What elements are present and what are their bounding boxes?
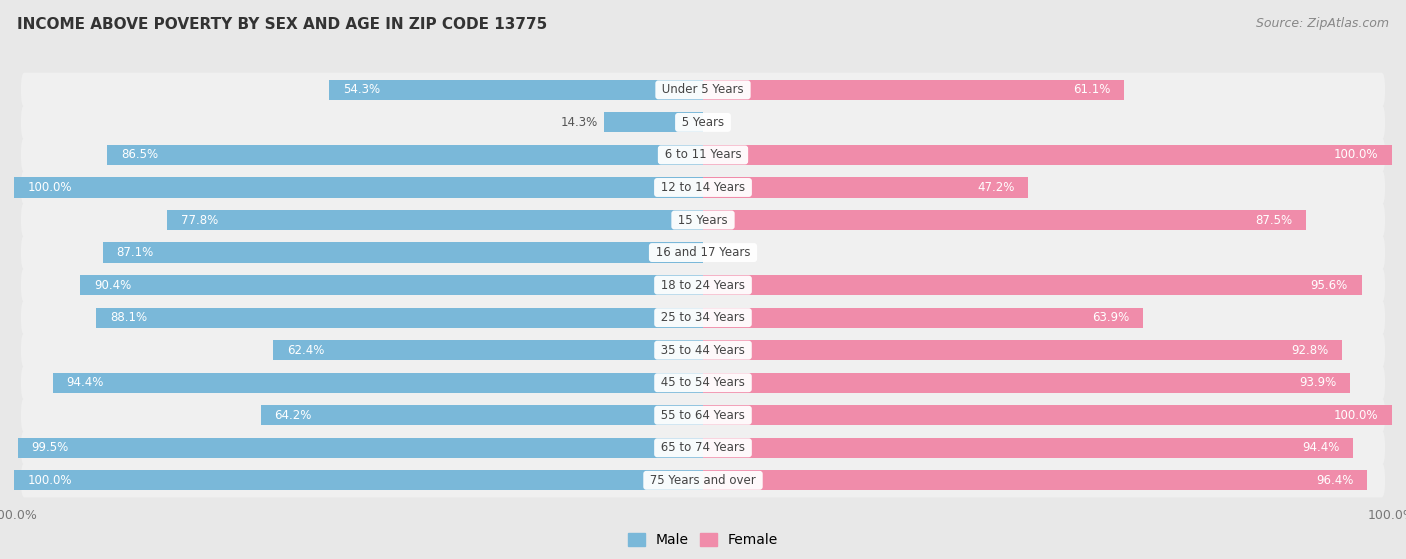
- Text: 14.3%: 14.3%: [561, 116, 598, 129]
- Text: 94.4%: 94.4%: [1302, 441, 1340, 454]
- Bar: [96, 307, 703, 328]
- Text: 86.5%: 86.5%: [121, 149, 157, 162]
- Bar: [17, 438, 703, 458]
- Text: 95.6%: 95.6%: [1310, 278, 1348, 292]
- FancyBboxPatch shape: [21, 366, 1385, 400]
- Bar: [703, 470, 1367, 490]
- Bar: [80, 275, 703, 295]
- Bar: [14, 177, 703, 197]
- Text: 18 to 24 Years: 18 to 24 Years: [657, 278, 749, 292]
- Bar: [605, 112, 703, 132]
- Text: INCOME ABOVE POVERTY BY SEX AND AGE IN ZIP CODE 13775: INCOME ABOVE POVERTY BY SEX AND AGE IN Z…: [17, 17, 547, 32]
- Text: 87.5%: 87.5%: [1256, 214, 1292, 226]
- Text: Source: ZipAtlas.com: Source: ZipAtlas.com: [1256, 17, 1389, 30]
- Bar: [703, 405, 1392, 425]
- Bar: [703, 340, 1343, 360]
- Text: 62.4%: 62.4%: [287, 344, 325, 357]
- Text: 100.0%: 100.0%: [28, 474, 72, 487]
- FancyBboxPatch shape: [21, 463, 1385, 498]
- Bar: [52, 373, 703, 393]
- Bar: [703, 275, 1361, 295]
- Text: 47.2%: 47.2%: [977, 181, 1014, 194]
- Bar: [260, 405, 703, 425]
- Bar: [273, 340, 703, 360]
- Text: 54.3%: 54.3%: [343, 83, 380, 96]
- Bar: [703, 210, 1306, 230]
- FancyBboxPatch shape: [21, 268, 1385, 302]
- Legend: Male, Female: Male, Female: [623, 528, 783, 553]
- Text: 45 to 54 Years: 45 to 54 Years: [657, 376, 749, 389]
- FancyBboxPatch shape: [21, 301, 1385, 335]
- Text: 100.0%: 100.0%: [28, 181, 72, 194]
- FancyBboxPatch shape: [21, 73, 1385, 107]
- Bar: [167, 210, 703, 230]
- Text: 87.1%: 87.1%: [117, 246, 155, 259]
- Text: 65 to 74 Years: 65 to 74 Years: [657, 441, 749, 454]
- Bar: [14, 470, 703, 490]
- Text: 35 to 44 Years: 35 to 44 Years: [657, 344, 749, 357]
- Bar: [103, 243, 703, 263]
- Text: 77.8%: 77.8%: [181, 214, 218, 226]
- Text: 94.4%: 94.4%: [66, 376, 104, 389]
- Text: 90.4%: 90.4%: [94, 278, 131, 292]
- FancyBboxPatch shape: [21, 105, 1385, 140]
- Bar: [703, 373, 1350, 393]
- FancyBboxPatch shape: [21, 235, 1385, 269]
- Bar: [703, 177, 1028, 197]
- FancyBboxPatch shape: [21, 333, 1385, 367]
- Text: 15 Years: 15 Years: [675, 214, 731, 226]
- Text: 5 Years: 5 Years: [678, 116, 728, 129]
- Bar: [703, 80, 1123, 100]
- Text: 12 to 14 Years: 12 to 14 Years: [657, 181, 749, 194]
- FancyBboxPatch shape: [21, 203, 1385, 237]
- Text: 93.9%: 93.9%: [1299, 376, 1336, 389]
- Text: 25 to 34 Years: 25 to 34 Years: [657, 311, 749, 324]
- Bar: [329, 80, 703, 100]
- Text: 61.1%: 61.1%: [1073, 83, 1111, 96]
- FancyBboxPatch shape: [21, 430, 1385, 465]
- Text: 88.1%: 88.1%: [110, 311, 148, 324]
- Text: 6 to 11 Years: 6 to 11 Years: [661, 149, 745, 162]
- Text: 55 to 64 Years: 55 to 64 Years: [657, 409, 749, 421]
- Text: 16 and 17 Years: 16 and 17 Years: [652, 246, 754, 259]
- Text: 63.9%: 63.9%: [1092, 311, 1129, 324]
- Text: 100.0%: 100.0%: [1334, 409, 1378, 421]
- Text: Under 5 Years: Under 5 Years: [658, 83, 748, 96]
- Bar: [107, 145, 703, 165]
- FancyBboxPatch shape: [21, 170, 1385, 205]
- Bar: [703, 438, 1354, 458]
- Text: 100.0%: 100.0%: [1334, 149, 1378, 162]
- FancyBboxPatch shape: [21, 138, 1385, 172]
- Text: 75 Years and over: 75 Years and over: [647, 474, 759, 487]
- Text: 64.2%: 64.2%: [274, 409, 312, 421]
- Text: 92.8%: 92.8%: [1291, 344, 1329, 357]
- Text: 99.5%: 99.5%: [31, 441, 69, 454]
- Bar: [703, 145, 1392, 165]
- Bar: [703, 307, 1143, 328]
- Text: 96.4%: 96.4%: [1316, 474, 1354, 487]
- FancyBboxPatch shape: [21, 398, 1385, 433]
